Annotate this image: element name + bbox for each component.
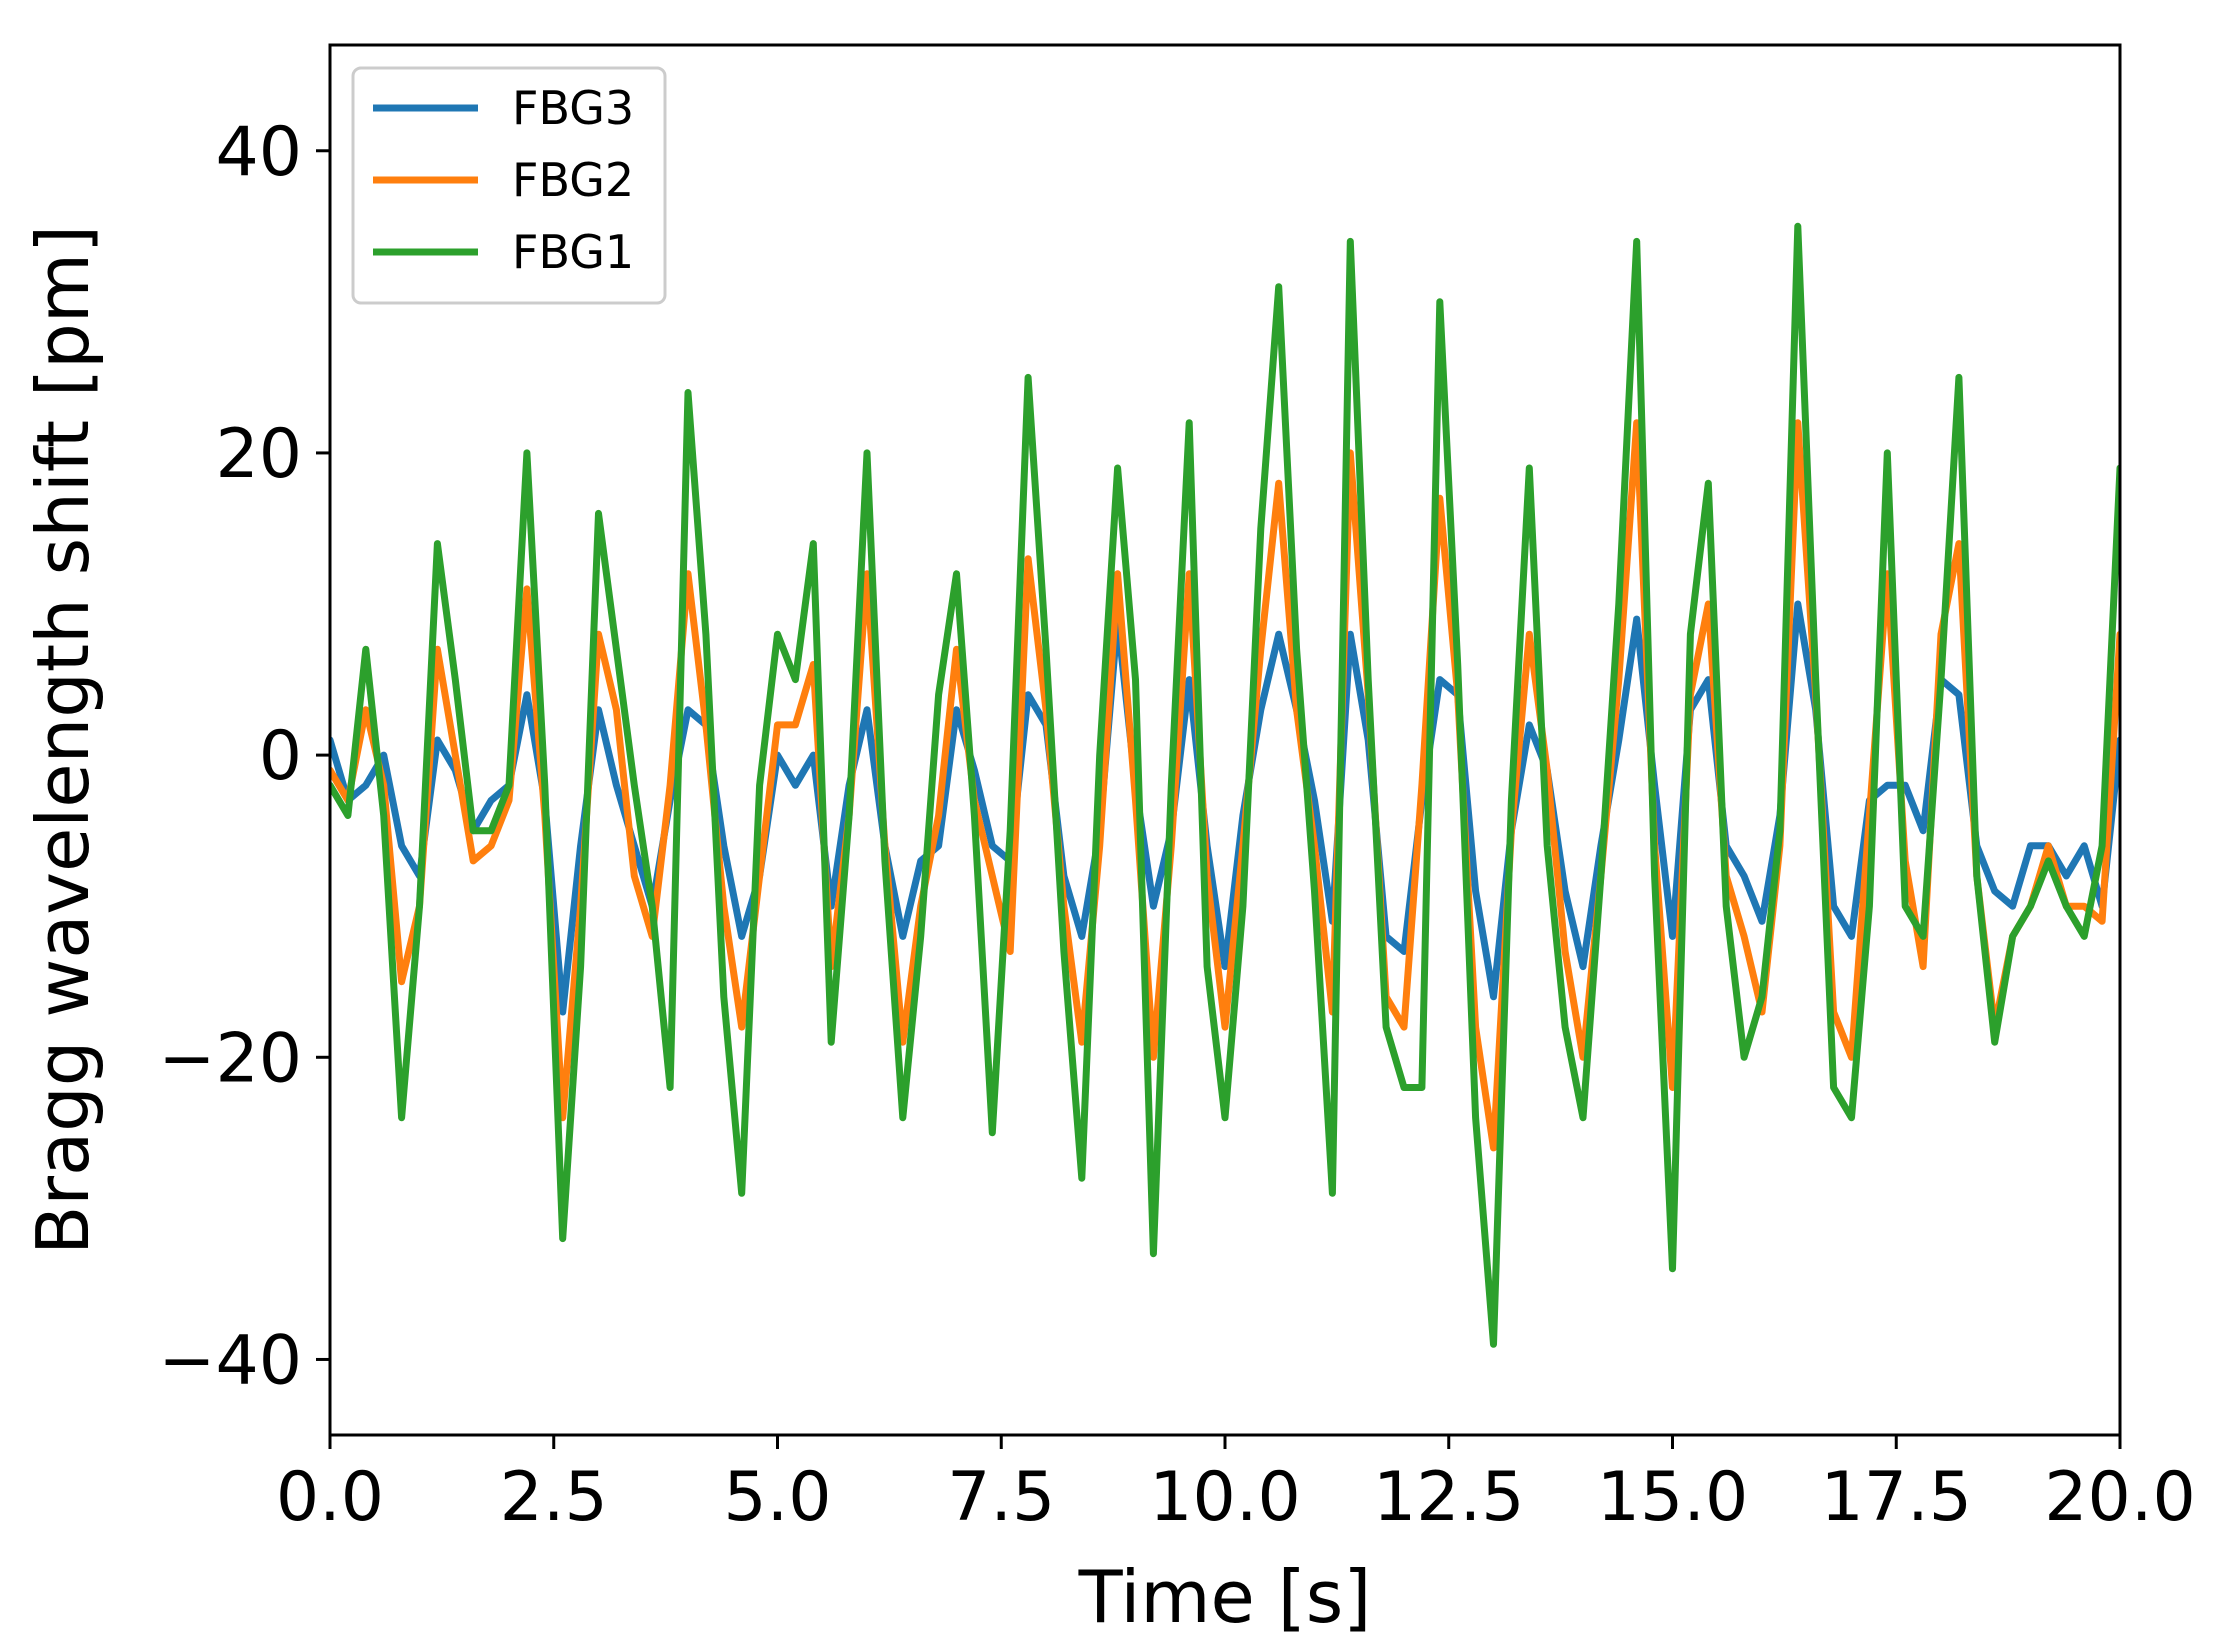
y-tick-label: −40 xyxy=(158,1321,302,1400)
series-layer xyxy=(330,222,2120,1348)
x-axis-label: Time [s] xyxy=(1078,1555,1372,1639)
x-tick-label: 12.5 xyxy=(1373,1458,1524,1537)
series-line-fbg1 xyxy=(330,222,2120,1348)
legend: FBG3 FBG2 FBG1 xyxy=(351,66,667,305)
y-tick-label: 0 xyxy=(259,717,302,796)
legend-label-fbg2: FBG2 xyxy=(512,153,634,207)
x-tick-label: 2.5 xyxy=(500,1458,608,1537)
y-tick-label: −20 xyxy=(158,1019,302,1098)
x-tick-label: 20.0 xyxy=(2044,1458,2195,1537)
x-tick-label: 7.5 xyxy=(947,1458,1055,1537)
y-tick-label: 40 xyxy=(215,113,302,192)
x-axis: 0.0 2.5 5.0 7.5 10.0 12.5 15.0 17.5 20.0 xyxy=(276,1435,2196,1537)
x-tick-label: 17.5 xyxy=(1821,1458,1972,1537)
x-tick-label: 5.0 xyxy=(723,1458,831,1537)
legend-label-fbg1: FBG1 xyxy=(512,225,634,279)
x-tick-label: 15.0 xyxy=(1597,1458,1748,1537)
y-tick-label: 20 xyxy=(215,415,302,494)
legend-label-fbg3: FBG3 xyxy=(512,81,634,135)
y-axis-label: Bragg wavelength shift [pm] xyxy=(21,225,105,1255)
x-tick-label: 0.0 xyxy=(276,1458,384,1537)
x-tick-label: 10.0 xyxy=(1149,1458,1300,1537)
legend-frame xyxy=(351,66,667,305)
y-axis: −40 −20 0 20 40 xyxy=(158,113,330,1400)
